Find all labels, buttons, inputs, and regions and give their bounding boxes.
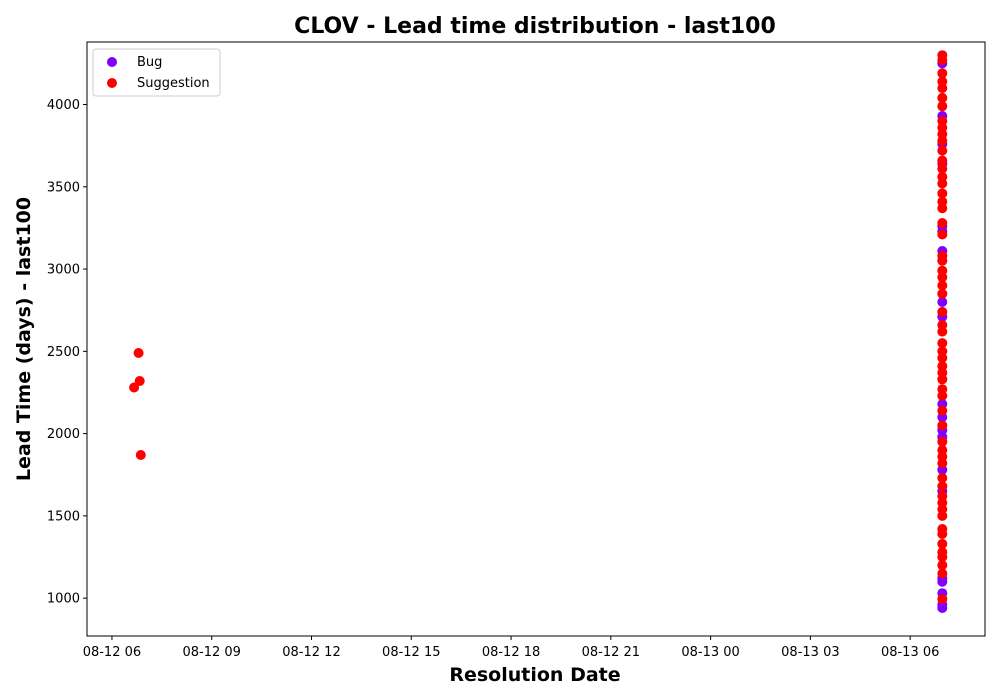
- point-suggestion: [937, 560, 948, 571]
- legend: Bug Suggestion: [92, 48, 221, 97]
- point-suggestion: [937, 538, 948, 549]
- point-suggestion: [937, 338, 948, 349]
- point-suggestion: [937, 171, 948, 182]
- point-suggestion: [937, 68, 948, 79]
- point-suggestion: [937, 92, 948, 103]
- legend-marker-suggestion: [107, 78, 117, 88]
- point-suggestion: [937, 280, 948, 291]
- point-suggestion: [937, 420, 948, 431]
- scatter-points: [129, 50, 948, 613]
- x-axis: 08-12 06 08-12 09 08-12 12 08-12 15 08-12 18…: [83, 636, 939, 660]
- point-bug: [937, 297, 948, 307]
- point-suggestion: [937, 491, 948, 502]
- point-suggestion: [937, 145, 948, 156]
- point-suggestion: [937, 306, 948, 317]
- point-suggestion: [937, 481, 948, 492]
- point-suggestion: [937, 445, 948, 456]
- point-suggestion: [135, 450, 146, 460]
- legend-label-suggestion: Suggestion: [137, 76, 210, 91]
- y-tick-label: 3500: [47, 180, 80, 195]
- point-suggestion: [937, 196, 948, 207]
- point-suggestion: [937, 229, 948, 240]
- y-tick-label: 1500: [47, 509, 80, 524]
- y-axis: 1000 1500 2000 2500 3000 3500 4000: [47, 98, 87, 607]
- x-tick-label: 08-13 03: [781, 645, 839, 660]
- plot-area: [86, 41, 986, 637]
- point-suggestion: [937, 50, 948, 61]
- point-suggestion: [937, 288, 948, 299]
- x-tick-label: 08-12 09: [182, 645, 240, 660]
- legend-marker-bug: [107, 57, 117, 67]
- y-tick-label: 2000: [47, 427, 80, 442]
- point-suggestion: [937, 163, 948, 174]
- y-tick-label: 3000: [47, 263, 80, 278]
- point-suggestion: [134, 376, 145, 386]
- point-suggestion: [937, 155, 948, 166]
- x-tick-label: 08-12 18: [482, 645, 540, 660]
- point-suggestion: [937, 320, 948, 330]
- point-suggestion: [937, 524, 948, 534]
- point-suggestion: [937, 568, 948, 579]
- x-tick-label: 08-13 00: [681, 645, 739, 660]
- y-axis-label: Lead Time (days) - last100: [13, 197, 35, 481]
- point-suggestion: [937, 594, 948, 604]
- chart-title: CLOV - Lead time distribution - last100: [294, 14, 776, 39]
- point-suggestion: [937, 361, 948, 372]
- y-tick-label: 4000: [47, 98, 80, 113]
- point-suggestion: [937, 384, 948, 395]
- point-suggestion: [937, 101, 948, 112]
- point-suggestion: [937, 346, 948, 357]
- point-suggestion: [133, 348, 144, 358]
- legend-label-bug: Bug: [137, 55, 162, 70]
- point-suggestion: [937, 116, 948, 126]
- point-suggestion: [937, 547, 948, 558]
- legend-box: [92, 48, 221, 97]
- point-suggestion: [937, 436, 948, 447]
- point-suggestion: [937, 188, 948, 199]
- point-suggestion: [129, 382, 140, 393]
- point-suggestion: [937, 265, 948, 276]
- x-axis-label: Resolution Date: [449, 664, 620, 686]
- point-suggestion: [937, 473, 948, 483]
- point-suggestion: [937, 250, 948, 261]
- point-suggestion: [937, 76, 948, 87]
- x-tick-label: 08-12 12: [282, 645, 340, 660]
- point-suggestion: [937, 218, 948, 228]
- y-tick-label: 2500: [47, 345, 80, 360]
- x-tick-label: 08-12 06: [83, 645, 141, 660]
- point-suggestion: [937, 405, 948, 416]
- x-tick-label: 08-12 15: [382, 645, 440, 660]
- x-tick-label: 08-13 06: [881, 645, 939, 660]
- x-tick-label: 08-12 21: [582, 645, 640, 660]
- y-tick-label: 1000: [47, 592, 80, 607]
